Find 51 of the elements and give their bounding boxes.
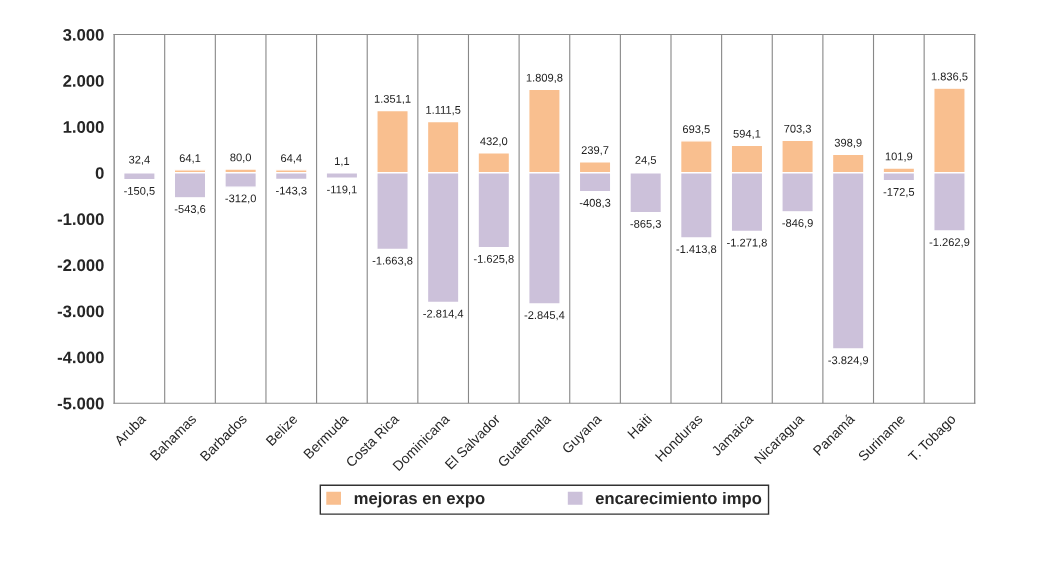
bar <box>122 172 156 181</box>
bar <box>224 172 258 188</box>
y-tick-label: -2.000 <box>57 259 104 272</box>
data-label: 1.111,5 <box>426 106 461 116</box>
bar <box>173 172 207 199</box>
data-label: -1.663,8 <box>372 256 413 266</box>
data-label: 1.836,5 <box>931 72 968 82</box>
y-tick-label: 3.000 <box>63 28 104 41</box>
data-label: 64,1 <box>179 154 201 164</box>
data-label: 594,1 <box>733 129 761 139</box>
y-tick-label: 1.000 <box>63 121 104 133</box>
data-label: 24,5 <box>635 156 657 166</box>
data-label: -143,3 <box>276 186 307 196</box>
data-label: 1.351,1 <box>374 94 411 105</box>
data-label: 64,4 <box>281 154 302 164</box>
data-label: -865,3 <box>630 219 661 230</box>
data-label: 80,0 <box>230 153 252 163</box>
data-label: 101,9 <box>885 152 913 162</box>
data-label: 432,0 <box>480 137 508 147</box>
data-label: -408,3 <box>579 198 611 209</box>
data-label: 239,7 <box>581 146 609 156</box>
data-label: 693,5 <box>682 125 710 135</box>
y-tick-label: 0 <box>95 167 104 179</box>
data-label: -312,0 <box>225 194 256 204</box>
data-label: -1.262,9 <box>929 238 970 248</box>
data-label: 1,1 <box>335 157 350 167</box>
legend-label: mejoras en expo <box>354 491 485 508</box>
data-label: 398,9 <box>834 138 862 148</box>
data-label: 703,3 <box>784 124 811 134</box>
data-label: -3.824,9 <box>828 356 869 366</box>
bar <box>274 172 308 181</box>
legend-label: encarecimiento impo <box>595 491 762 508</box>
bar <box>629 172 663 214</box>
data-label: -2.845,4 <box>524 311 565 321</box>
data-label: -1.413,8 <box>676 245 717 255</box>
data-label: -846,9 <box>782 219 813 229</box>
data-label: -172,5 <box>883 187 915 198</box>
data-label: -1.625,8 <box>473 254 514 265</box>
data-label: 32,4 <box>129 155 150 165</box>
data-label: -543,6 <box>174 205 206 215</box>
y-tick-label: -5.000 <box>57 397 104 410</box>
data-label: 1.809,8 <box>526 73 563 83</box>
data-label: -2.814,4 <box>423 309 464 319</box>
data-label: -1.271,8 <box>727 238 767 248</box>
data-label: -150,5 <box>124 186 155 197</box>
y-tick-label: 2.000 <box>63 75 104 87</box>
data-label: -119,1 <box>327 185 357 195</box>
y-tick-label: -4.000 <box>57 351 104 364</box>
y-tick-label: -1.000 <box>57 213 104 226</box>
bar <box>325 172 359 179</box>
y-tick-label: -3.000 <box>57 305 104 318</box>
